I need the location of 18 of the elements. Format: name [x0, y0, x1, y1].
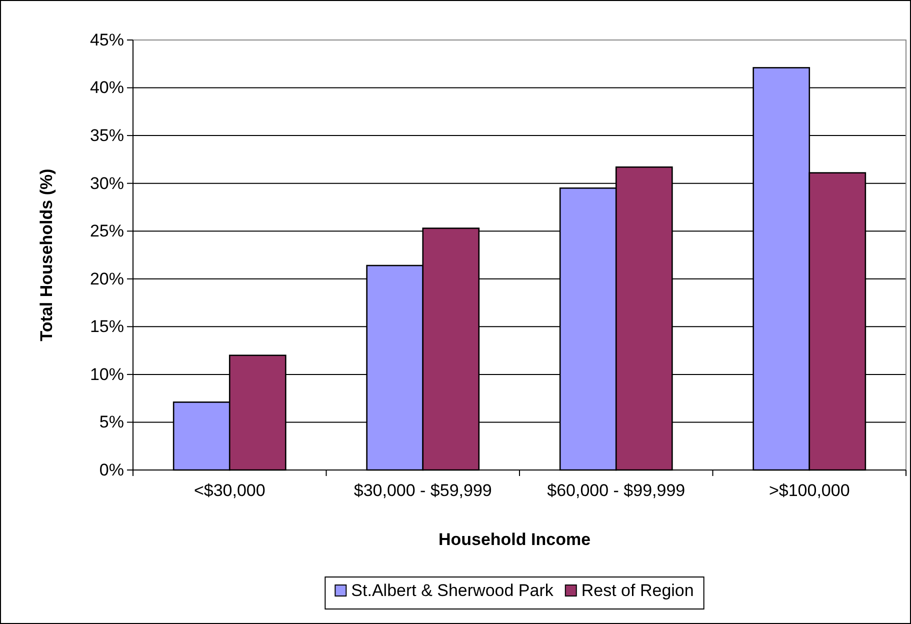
- x-tick-label: $60,000 - $99,999: [547, 481, 686, 500]
- y-tick-label: 45%: [90, 30, 124, 50]
- y-tick-label: 5%: [99, 412, 124, 432]
- legend-label: Rest of Region: [581, 581, 694, 600]
- y-tick-label: 30%: [90, 174, 124, 193]
- x-tick-label: >$100,000: [768, 481, 850, 500]
- y-tick-label: 10%: [90, 364, 124, 384]
- x-axis-title: Household Income: [438, 530, 591, 549]
- x-tick-label: $30,000 - $59,999: [354, 481, 492, 500]
- y-tick-label: 40%: [90, 78, 124, 98]
- x-tick-label: <$30,000: [194, 481, 266, 500]
- y-tick-label: 15%: [90, 317, 124, 336]
- legend-label: St.Albert & Sherwood Park: [351, 581, 554, 600]
- y-tick-label: 35%: [90, 126, 124, 145]
- y-axis-title: Total Households (%): [37, 168, 56, 342]
- y-tick-label: 0%: [99, 460, 124, 480]
- y-tick-label: 25%: [90, 222, 124, 241]
- y-tick-label: 20%: [90, 269, 124, 288]
